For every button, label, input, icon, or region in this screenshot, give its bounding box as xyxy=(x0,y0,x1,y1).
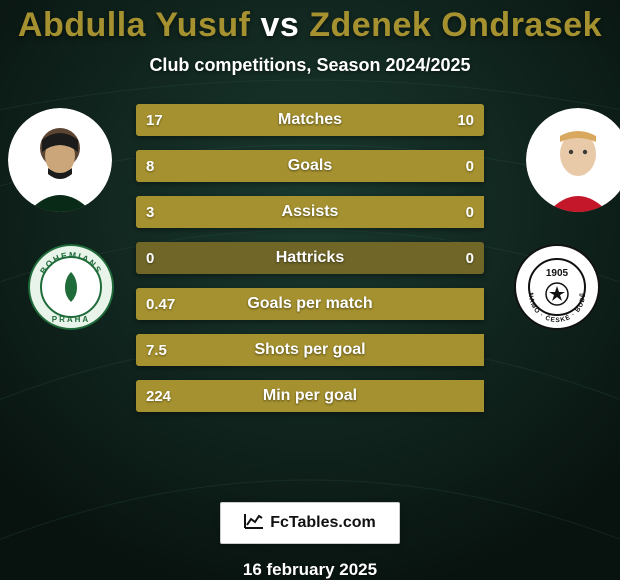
stat-label: Hattricks xyxy=(136,249,484,267)
site-logo-text: FcTables.com xyxy=(270,514,376,532)
stat-bar: 0.47Goals per match xyxy=(136,288,484,320)
stat-label: Goals xyxy=(136,157,484,175)
stat-label: Assists xyxy=(136,203,484,221)
stat-label: Goals per match xyxy=(136,295,484,313)
comparison-area: BOHEMIANS PRAHA 1905 SK · DYNAMO · ČESKÉ… xyxy=(0,104,620,484)
stat-label: Matches xyxy=(136,111,484,129)
stat-label: Shots per goal xyxy=(136,341,484,359)
player2-avatar xyxy=(526,108,620,212)
site-logo[interactable]: FcTables.com xyxy=(220,502,400,544)
stat-bars: 1710Matches 80Goals 30Assists 00Hattricks 0.… xyxy=(136,104,484,426)
chart-icon xyxy=(244,513,264,534)
title-vs: vs xyxy=(260,6,299,44)
stat-bar: 00Hattricks xyxy=(136,242,484,274)
stat-bar: 7.5Shots per goal xyxy=(136,334,484,366)
svg-text:1905: 1905 xyxy=(546,268,569,279)
player1-avatar xyxy=(8,108,112,212)
player2-club-crest: 1905 SK · DYNAMO · ČESKÉ · BUDĚJOVICE xyxy=(514,244,600,330)
content: Abdulla Yusuf vs Zdenek Ondrasek Club co… xyxy=(0,0,620,580)
stat-label: Min per goal xyxy=(136,387,484,405)
page-title: Abdulla Yusuf vs Zdenek Ondrasek xyxy=(18,6,602,45)
stat-bar: 224Min per goal xyxy=(136,380,484,412)
title-player1: Abdulla Yusuf xyxy=(18,6,251,44)
stat-bar: 1710Matches xyxy=(136,104,484,136)
title-player2: Zdenek Ondrasek xyxy=(309,6,602,44)
svg-text:PRAHA: PRAHA xyxy=(52,315,90,324)
player1-club-crest: BOHEMIANS PRAHA xyxy=(28,244,114,330)
date-label: 16 february 2025 xyxy=(243,560,377,580)
subtitle: Club competitions, Season 2024/2025 xyxy=(149,55,470,76)
stat-bar: 30Assists xyxy=(136,196,484,228)
stat-bar: 80Goals xyxy=(136,150,484,182)
